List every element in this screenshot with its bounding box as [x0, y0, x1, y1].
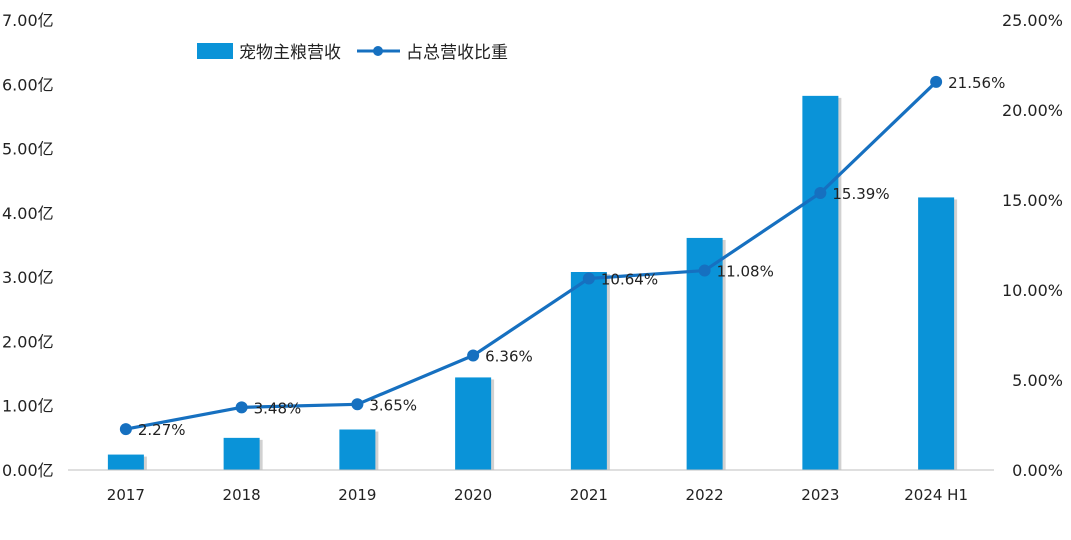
- data-label: 10.64%: [601, 270, 658, 288]
- right-tick-label: 20.00%: [1002, 101, 1063, 120]
- bar: [107, 454, 144, 470]
- right-tick-label: 15.00%: [1002, 191, 1063, 210]
- bar: [455, 377, 492, 470]
- legend: 宠物主粮营收 占总营收比重: [197, 43, 508, 63]
- right-tick-label: 5.00%: [1012, 371, 1063, 390]
- left-tick-label: 4.00亿: [2, 204, 54, 223]
- category-label: 2023: [801, 486, 839, 504]
- line-series: 2.27% 3.48% 3.65% 6.36% 10.64% 11.08% 15.39% 21…: [119, 74, 1005, 439]
- bar: [223, 437, 260, 470]
- bar: [802, 95, 839, 470]
- category-label: 2024 H1: [904, 486, 968, 504]
- legend-bar-label: 宠物主粮营收: [239, 43, 341, 63]
- line-marker: [698, 264, 711, 277]
- left-tick-label: 2.00亿: [2, 332, 54, 351]
- bar: [339, 429, 376, 470]
- left-tick-label: 5.00亿: [2, 140, 54, 159]
- x-axis: 2017 2018 2019 2020 2021 2022 2023 2024 H1: [107, 486, 968, 504]
- line-marker: [235, 401, 248, 414]
- legend-line-label: 占总营收比重: [406, 43, 508, 63]
- left-tick-label: 3.00亿: [2, 268, 54, 287]
- legend-line-marker: [373, 46, 383, 56]
- data-label: 11.08%: [717, 263, 774, 281]
- line-path: [125, 80, 938, 431]
- data-label: 2.27%: [138, 421, 186, 439]
- left-tick-label: 7.00亿: [2, 11, 54, 30]
- data-label: 3.48%: [254, 399, 302, 417]
- category-label: 2020: [454, 486, 492, 504]
- left-tick-label: 1.00亿: [2, 397, 54, 416]
- line-marker: [814, 186, 827, 199]
- category-label: 2018: [223, 486, 261, 504]
- line-marker: [119, 423, 132, 436]
- bar: [686, 237, 723, 470]
- left-tick-label: 6.00亿: [2, 75, 54, 94]
- category-label: 2021: [570, 486, 608, 504]
- data-label: 15.39%: [832, 185, 889, 203]
- right-tick-label: 10.00%: [1002, 281, 1063, 300]
- bar-series: [107, 95, 958, 470]
- line-marker: [582, 272, 595, 285]
- category-label: 2022: [686, 486, 724, 504]
- right-tick-label: 0.00%: [1012, 461, 1063, 480]
- line-marker: [930, 75, 943, 88]
- line-marker: [351, 398, 364, 411]
- category-label: 2019: [338, 486, 376, 504]
- right-tick-label: 25.00%: [1002, 11, 1063, 30]
- bar: [570, 272, 607, 470]
- left-tick-label: 0.00亿: [2, 461, 54, 480]
- left-axis: 0.00亿 1.00亿 2.00亿 3.00亿 4.00亿 5.00亿 6.00亿 7.00亿: [2, 11, 54, 480]
- line-marker: [467, 349, 480, 362]
- data-label: 6.36%: [485, 348, 533, 366]
- right-axis: 0.00% 5.00% 10.00% 15.00% 20.00% 25.00%: [1002, 11, 1063, 480]
- data-label: 3.65%: [369, 396, 417, 414]
- data-label: 21.56%: [948, 74, 1005, 92]
- legend-bar-swatch: [197, 43, 233, 59]
- bar: [918, 197, 955, 470]
- category-label: 2017: [107, 486, 145, 504]
